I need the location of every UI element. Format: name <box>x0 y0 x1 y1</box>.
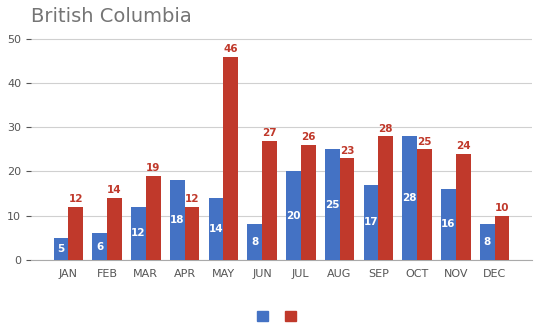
Text: 5: 5 <box>57 244 65 254</box>
Bar <box>456 154 471 260</box>
Bar <box>480 224 495 260</box>
Text: 26: 26 <box>301 132 315 143</box>
Text: 25: 25 <box>325 199 340 209</box>
Bar <box>92 233 107 260</box>
Bar <box>417 150 432 260</box>
Bar <box>146 176 161 260</box>
Text: 8: 8 <box>483 237 491 247</box>
Text: 27: 27 <box>262 128 277 138</box>
Bar <box>378 136 393 260</box>
Text: 25: 25 <box>417 137 432 147</box>
Text: 6: 6 <box>96 241 103 251</box>
Text: 12: 12 <box>68 194 83 204</box>
Bar <box>301 145 315 260</box>
Text: 23: 23 <box>340 146 354 156</box>
Bar <box>325 150 340 260</box>
Text: 8: 8 <box>251 237 258 247</box>
Text: 46: 46 <box>223 44 238 54</box>
Bar <box>262 141 277 260</box>
Bar <box>402 136 417 260</box>
Bar <box>131 207 146 260</box>
Bar <box>209 198 223 260</box>
Bar <box>441 189 456 260</box>
Bar <box>184 207 199 260</box>
Bar <box>364 185 378 260</box>
Text: 12: 12 <box>131 228 146 238</box>
Bar <box>286 171 301 260</box>
Text: 28: 28 <box>378 124 393 134</box>
Bar <box>495 215 509 260</box>
Text: 14: 14 <box>107 185 122 195</box>
Text: British Columbia: British Columbia <box>31 7 191 26</box>
Text: 28: 28 <box>403 193 417 203</box>
Bar <box>223 57 238 260</box>
Bar <box>68 207 83 260</box>
Text: 24: 24 <box>456 141 471 151</box>
Text: 10: 10 <box>495 203 509 213</box>
Text: 20: 20 <box>286 210 301 221</box>
Bar <box>107 198 122 260</box>
Text: 17: 17 <box>364 217 378 227</box>
Text: 19: 19 <box>146 163 160 173</box>
Text: 16: 16 <box>441 219 455 229</box>
Bar <box>247 224 262 260</box>
Text: 12: 12 <box>185 194 199 204</box>
Text: 18: 18 <box>170 215 184 225</box>
Bar <box>170 180 184 260</box>
Legend: , : , <box>253 306 309 327</box>
Text: 14: 14 <box>209 224 223 234</box>
Bar <box>340 158 354 260</box>
Bar <box>53 238 68 260</box>
